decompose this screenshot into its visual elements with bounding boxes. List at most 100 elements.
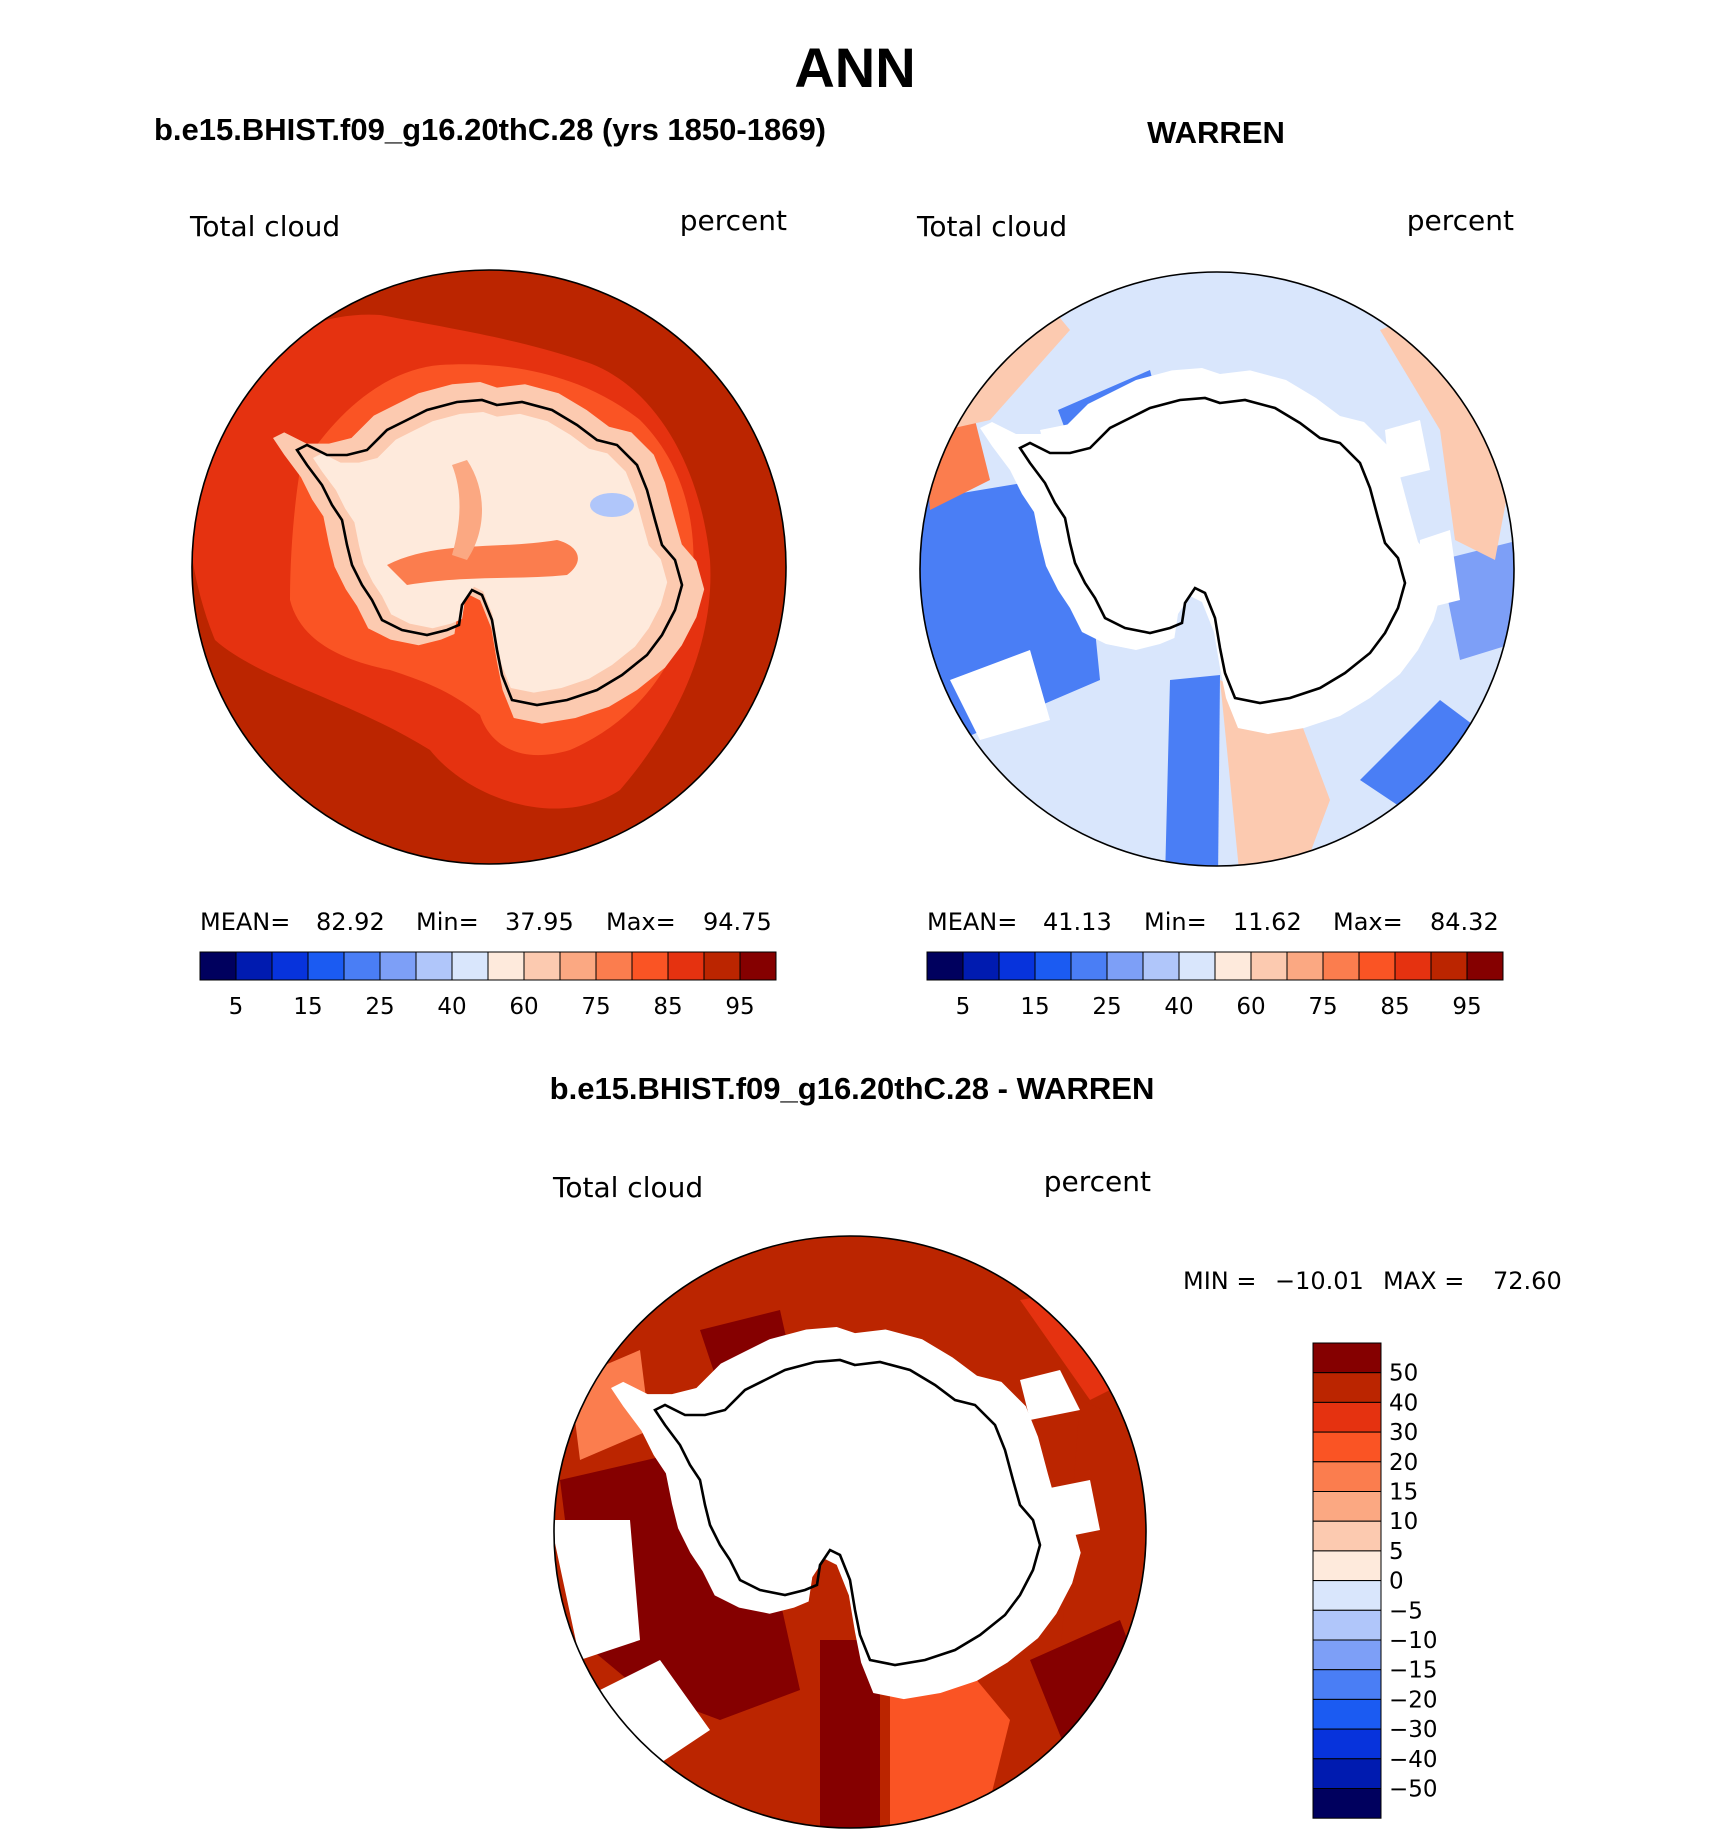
panel-obs-variable-label: Total cloud — [916, 210, 1067, 243]
panel-model-border — [191, 269, 787, 865]
obs-field-low-east — [1440, 540, 1514, 660]
colorbar-cell — [1312, 1609, 1382, 1641]
panel-obs: WARREN Total cloud percent MEAN= 41.13 M… — [916, 115, 1515, 1020]
colorbar-tick-label: −50 — [1389, 1777, 1438, 1803]
colorbar-cell — [1106, 951, 1144, 981]
panel-model-units-label: percent — [680, 204, 787, 237]
figure-title: ANN — [794, 36, 915, 99]
diff-min-label: MIN = — [1183, 1267, 1256, 1295]
model-mean-label: MEAN= — [200, 908, 290, 936]
colorbar-cell — [523, 951, 561, 981]
colorbar-cell — [1312, 1342, 1382, 1374]
colorbar-cell — [343, 951, 381, 981]
colorbar-tick-label: 85 — [653, 994, 682, 1020]
diff-max-value: 72.60 — [1493, 1267, 1562, 1295]
colorbar-cell — [1312, 1372, 1382, 1403]
model-max-value: 94.75 — [703, 908, 772, 936]
colorbar-cell — [739, 951, 777, 981]
colorbar-tick-label: −40 — [1389, 1747, 1438, 1773]
colorbar-cell — [1250, 951, 1288, 981]
colorbar-tick-label: 30 — [1389, 1420, 1418, 1446]
colorbar-tick-label: 75 — [581, 994, 610, 1020]
colorbar-tick-label: 75 — [1308, 994, 1337, 1020]
colorbar-cell — [1312, 1431, 1382, 1463]
panel-diff-title: b.e15.BHIST.f09_g16.20thC.28 - WARREN — [550, 1071, 1155, 1106]
colorbar-tick-label: 15 — [1020, 994, 1049, 1020]
diff-min-value: −10.01 — [1275, 1267, 1364, 1295]
colorbar-cell — [1312, 1491, 1382, 1522]
panel-diff-variable-label: Total cloud — [552, 1171, 703, 1204]
obs-field-mid-east — [1380, 310, 1510, 560]
panel-obs-map — [920, 272, 1514, 866]
colorbar-cell — [1312, 1461, 1382, 1493]
diff-field-missing — [554, 1370, 1100, 1770]
colorbar-cell — [1312, 1639, 1382, 1671]
colorbar-tick-label: 15 — [1389, 1480, 1418, 1506]
colorbar-tick-label: −20 — [1389, 1687, 1438, 1713]
colorbar-cell — [595, 951, 633, 981]
colorbar-tick-label: 40 — [1164, 994, 1193, 1020]
colorbar-cell — [1312, 1698, 1382, 1730]
panel-diff-units-label: percent — [1044, 1165, 1151, 1198]
colorbar-cell — [1034, 951, 1072, 981]
panel-diff-stats: MIN = −10.01 MAX = 72.60 — [1183, 1267, 1562, 1295]
colorbar-cell — [1312, 1758, 1382, 1790]
colorbar-cell — [1286, 951, 1324, 981]
colorbar-cell — [1312, 1669, 1382, 1700]
colorbar-tick-label: −15 — [1389, 1658, 1438, 1684]
colorbar-cell — [1466, 951, 1504, 981]
colorbar-cell — [1312, 1520, 1382, 1552]
colorbar-cell — [962, 951, 1000, 981]
panel-model-stats: MEAN= 82.92 Min= 37.95 Max= 94.75 — [200, 908, 772, 936]
colorbar-cell — [487, 951, 525, 981]
colorbar-tick-label: 5 — [1389, 1539, 1404, 1565]
panel-model: b.e15.BHIST.f09_g16.20thC.28 (yrs 1850-1… — [154, 112, 826, 1020]
obs-field-low-south — [1165, 675, 1220, 866]
obs-mean-value: 41.13 — [1043, 908, 1112, 936]
diff-field-max-south — [820, 1640, 880, 1828]
diff-field-max-west — [560, 1450, 800, 1720]
colorbar-cell — [1312, 1788, 1382, 1819]
panel-model-title: b.e15.BHIST.f09_g16.20thC.28 (yrs 1850-1… — [154, 112, 826, 147]
panel-model-colorbar: 5 15 25 40 60 75 85 95 — [199, 951, 777, 1020]
panel-obs-border — [919, 271, 1515, 867]
colorbar-tick-label: −30 — [1389, 1717, 1438, 1743]
panel-obs-units-label: percent — [1407, 204, 1514, 237]
obs-mean-label: MEAN= — [927, 908, 1017, 936]
panel-model-map — [192, 270, 786, 864]
model-field-min-spot — [590, 493, 634, 517]
colorbar-tick-label: 60 — [1236, 994, 1265, 1020]
colorbar-cell — [199, 951, 237, 981]
obs-field-high-south — [1220, 680, 1330, 866]
colorbar-cell — [235, 951, 273, 981]
colorbar-cell — [379, 951, 417, 981]
model-min-label: Min= — [416, 908, 479, 936]
model-field-ice — [273, 382, 705, 724]
obs-max-label: Max= — [1333, 908, 1403, 936]
colorbar-tick-label: 50 — [1389, 1361, 1418, 1387]
colorbar-tick-label: 85 — [1380, 994, 1409, 1020]
colorbar-tick-label: 40 — [437, 994, 466, 1020]
colorbar-tick-label: 10 — [1389, 1509, 1418, 1535]
colorbar-cell — [307, 951, 345, 981]
colorbar-tick-label: 0 — [1389, 1569, 1404, 1595]
colorbar-cell — [1214, 951, 1252, 981]
colorbar-cell — [1312, 1550, 1382, 1582]
colorbar-cell — [559, 951, 597, 981]
colorbar-cell — [451, 951, 489, 981]
colorbar-cell — [415, 951, 453, 981]
model-field-ridge — [387, 540, 578, 585]
colorbar-tick-label: 95 — [1452, 994, 1481, 1020]
panel-model-variable-label: Total cloud — [189, 210, 340, 243]
panel-obs-stats: MEAN= 41.13 Min= 11.62 Max= 84.32 — [927, 908, 1499, 936]
colorbar-cell — [1358, 951, 1396, 981]
colorbar-cell — [1070, 951, 1108, 981]
panel-diff-map — [554, 1236, 1146, 1828]
colorbar-tick-label: 5 — [229, 994, 244, 1020]
colorbar-cell — [667, 951, 705, 981]
colorbar-tick-label: 15 — [293, 994, 322, 1020]
colorbar-tick-label: 5 — [956, 994, 971, 1020]
colorbar-cell — [1312, 1401, 1382, 1433]
